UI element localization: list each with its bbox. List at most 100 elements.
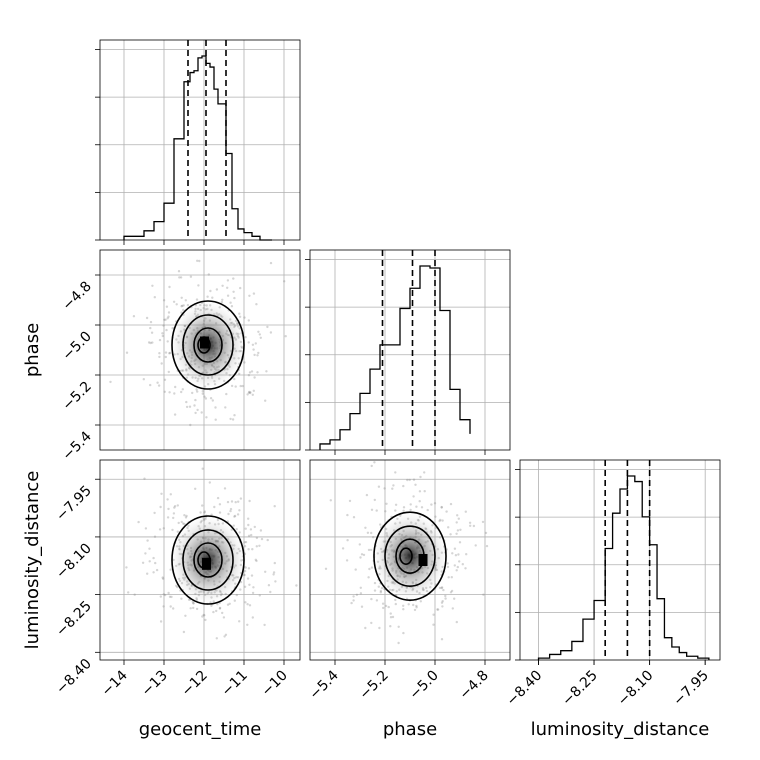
scatter-point <box>244 540 248 544</box>
scatter-point <box>164 355 167 359</box>
scatter-point <box>159 595 162 598</box>
scatter-point <box>402 484 405 488</box>
scatter-point <box>252 586 255 589</box>
scatter-point <box>251 548 254 551</box>
scatter-point <box>215 288 219 291</box>
scatter-point <box>377 485 381 488</box>
scatter-point <box>346 513 349 517</box>
scatter-point <box>273 505 276 508</box>
scatter-point <box>370 464 373 468</box>
y-axis-label-phase: phase <box>22 323 43 377</box>
scatter-point <box>243 316 246 319</box>
scatter-point <box>163 318 166 321</box>
scatter-point <box>166 498 169 501</box>
scatter-point <box>412 495 415 498</box>
scatter-point <box>159 620 163 623</box>
scatter-point <box>440 505 443 509</box>
scatter-point <box>247 523 250 527</box>
scatter-point <box>413 608 417 612</box>
scatter-point <box>246 623 249 626</box>
scatter-point <box>150 331 154 334</box>
scatter-point <box>187 598 191 601</box>
scatter-point <box>189 423 192 427</box>
scatter-point <box>455 620 458 624</box>
hist-panel-geocent_time <box>95 39 301 245</box>
scatter-point <box>433 502 437 505</box>
scatter-point <box>186 303 190 307</box>
scatter-point <box>251 591 255 595</box>
scatter-point <box>439 518 442 522</box>
panel-frame <box>309 249 511 451</box>
scatter-point <box>420 506 424 509</box>
scatter-point <box>368 567 371 571</box>
scatter-point <box>188 405 192 408</box>
scatter-point <box>474 544 477 547</box>
scatter-point <box>172 512 176 515</box>
scatter-point <box>195 388 198 391</box>
scatter-point <box>352 595 355 598</box>
scatter-point <box>283 280 286 283</box>
scatter-point <box>243 585 247 588</box>
scatter-point <box>453 597 456 600</box>
scatter-point <box>171 528 174 532</box>
scatter-point <box>389 625 392 628</box>
mode-marker <box>200 336 209 349</box>
scatter-point <box>180 305 183 308</box>
scatter-point <box>179 276 183 279</box>
y-tick-label: −8.40 <box>53 656 95 698</box>
scatter-point <box>246 393 249 396</box>
scatter-point <box>441 605 444 608</box>
scatter-point <box>252 292 256 295</box>
scatter-point <box>236 513 240 516</box>
scatter-point <box>359 586 362 589</box>
panel-frame <box>99 39 301 241</box>
scatter-point <box>451 607 454 610</box>
scatter-point <box>173 392 176 395</box>
y-tick-label: −7.95 <box>53 483 95 525</box>
scatter-point <box>379 591 382 594</box>
scatter-point <box>127 591 130 594</box>
scatter-point <box>125 351 129 354</box>
scatter-point <box>284 335 287 338</box>
scatter-point <box>391 487 394 490</box>
scatter-point <box>456 529 460 532</box>
scatter-point <box>154 561 157 565</box>
scatter-point <box>167 507 170 511</box>
scatter-point <box>228 602 231 605</box>
density-fill <box>372 512 448 601</box>
scatter-point <box>161 577 165 580</box>
scatter-point <box>432 613 435 616</box>
scatter-point <box>170 595 173 599</box>
scatter-point <box>167 315 170 318</box>
scatter-point <box>181 304 184 307</box>
scatter-point <box>260 537 264 541</box>
scatter-point <box>172 516 175 520</box>
y-tick-label: −4.8 <box>59 279 94 314</box>
scatter-point <box>144 552 147 555</box>
scatter-point <box>409 503 412 506</box>
y-tick-label: −5.4 <box>59 428 94 463</box>
scatter-point <box>453 564 456 567</box>
scatter-point <box>370 597 373 601</box>
scatter-point <box>203 510 206 513</box>
histogram-phase <box>319 265 471 450</box>
scatter-point <box>189 275 193 278</box>
scatter-point <box>455 521 458 524</box>
scatter-point <box>379 523 382 526</box>
scatter-point <box>218 503 222 506</box>
scatter-point <box>216 496 220 500</box>
panel-frame <box>99 249 301 451</box>
scatter-point <box>201 467 204 470</box>
scatter-point <box>345 559 349 562</box>
scatter-point <box>243 545 247 548</box>
scatter-point <box>246 577 250 580</box>
scatter-point <box>201 392 204 395</box>
contour-level-1 <box>182 314 234 376</box>
scatter-point <box>252 348 255 351</box>
scatter-point <box>485 544 489 548</box>
scatter-point <box>225 392 228 396</box>
scatter-point <box>238 315 242 318</box>
scatter-point <box>195 298 199 301</box>
scatter-point <box>259 529 263 532</box>
scatter-point <box>441 600 444 603</box>
